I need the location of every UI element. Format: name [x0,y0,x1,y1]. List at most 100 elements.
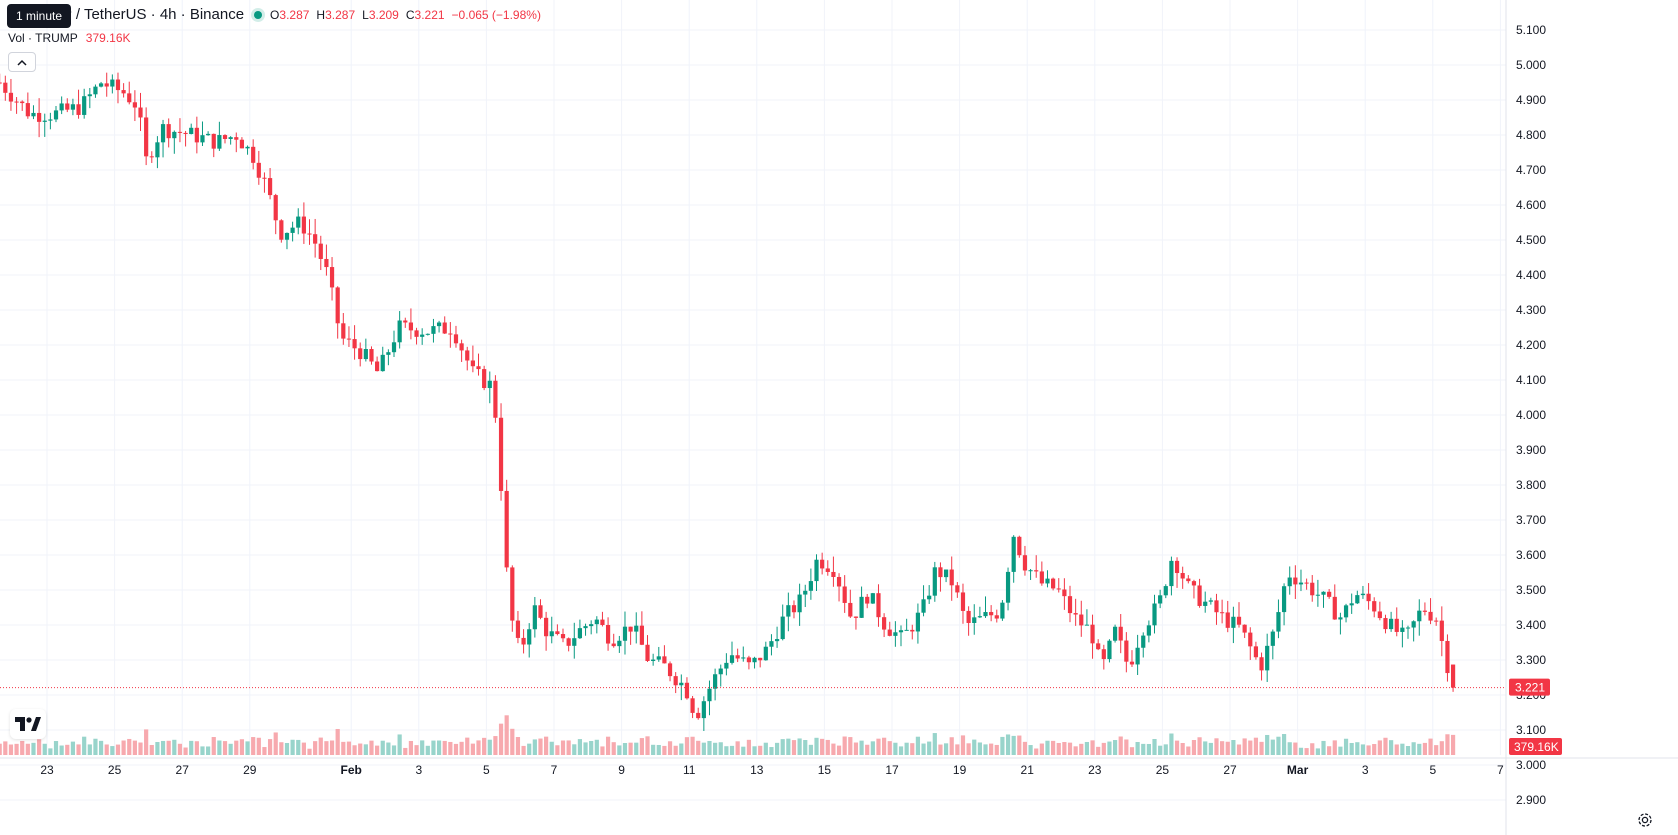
candle-body[interactable] [115,79,121,91]
candle-body[interactable] [262,177,267,179]
candle-body[interactable] [780,616,785,640]
candle-body[interactable] [341,323,346,339]
candle-body[interactable] [420,334,425,337]
candle-body[interactable] [774,639,780,642]
candle-body[interactable] [898,630,904,633]
candle-body[interactable] [1405,627,1411,629]
candle-body[interactable] [1281,586,1287,613]
candle-body[interactable] [1332,596,1337,620]
candle-body[interactable] [803,590,808,595]
candle-body[interactable] [155,142,160,158]
candle-body[interactable] [200,135,205,143]
candle-body[interactable] [955,585,960,593]
candle-body[interactable] [938,567,943,578]
candle-body[interactable] [31,112,36,117]
candle-body[interactable] [65,103,70,110]
candle-body[interactable] [160,124,166,143]
candle-body[interactable] [14,101,19,103]
candle-body[interactable] [724,662,729,669]
candle-body[interactable] [758,657,763,661]
candle-body[interactable] [577,628,583,639]
candle-body[interactable] [1253,646,1259,658]
candle-body[interactable] [324,258,329,268]
candle-body[interactable] [391,342,397,353]
candle-body[interactable] [363,349,368,360]
candle-body[interactable] [560,634,566,639]
candle-body[interactable] [544,617,549,637]
candle-body[interactable] [679,682,684,686]
candle-body[interactable] [1377,611,1382,619]
candle-body[interactable] [1158,595,1163,604]
candle-body[interactable] [549,631,554,637]
candle-body[interactable] [870,593,875,604]
candle-body[interactable] [651,659,656,661]
candle-body[interactable] [53,110,59,120]
candle-body[interactable] [820,559,825,569]
candle-body[interactable] [487,380,492,389]
candle-body[interactable] [177,131,183,133]
candle-body[interactable] [566,638,571,646]
candle-body[interactable] [1242,624,1247,633]
candle-body[interactable] [791,605,797,613]
candle-body[interactable] [493,380,498,418]
candle-body[interactable] [634,625,639,632]
candle-body[interactable] [144,117,149,157]
candle-body[interactable] [972,617,977,623]
candle-body[interactable] [983,612,988,617]
candle-body[interactable] [1141,635,1146,648]
candle-body[interactable] [639,625,644,645]
candle-body[interactable] [865,596,870,604]
candle-body[interactable] [104,83,109,87]
candle-body[interactable] [572,638,577,646]
candle-body[interactable] [718,668,723,675]
candle-body[interactable] [290,227,295,233]
candle-body[interactable] [1045,578,1050,584]
candle-body[interactable] [1084,624,1090,626]
candle-body[interactable] [1039,571,1044,584]
candle-body[interactable] [1129,661,1135,665]
candle-body[interactable] [369,349,374,362]
candle-body[interactable] [1220,612,1225,614]
candle-body[interactable] [87,94,92,97]
candle-body[interactable] [673,676,678,686]
candle-body[interactable] [307,233,312,235]
candle-body[interactable] [521,637,526,645]
candle-body[interactable] [645,644,650,661]
candle-body[interactable] [82,96,87,115]
candle-body[interactable] [504,490,509,568]
candle-body[interactable] [1180,573,1185,579]
candle-body[interactable] [138,107,143,118]
candle-body[interactable] [707,688,712,702]
candle-body[interactable] [59,103,64,111]
candle-body[interactable] [882,617,887,630]
candle-body[interactable] [532,605,537,630]
candle-body[interactable] [1372,601,1377,612]
candle-body[interactable] [93,86,98,95]
candle-body[interactable] [482,369,487,389]
candle-body[interactable] [1214,600,1219,613]
candle-body[interactable] [921,599,926,613]
candle-body[interactable] [1107,640,1112,660]
candle-body[interactable] [1135,647,1140,665]
candle-body[interactable] [1259,657,1264,671]
candle-body[interactable] [256,162,261,178]
candle-body[interactable] [98,83,104,87]
candle-body[interactable] [132,102,137,108]
candle-body[interactable] [37,112,42,122]
candle-body[interactable] [1248,632,1253,647]
candle-body[interactable] [70,104,76,110]
candle-body[interactable] [1163,586,1168,596]
candle-body[interactable] [611,643,616,647]
candle-body[interactable] [442,322,447,334]
candle-body[interactable] [20,101,25,104]
candle-body[interactable] [769,641,774,647]
candle-body[interactable] [1434,620,1439,622]
candle-body[interactable] [960,592,966,611]
candle-body[interactable] [436,322,442,327]
candle-body[interactable] [1146,625,1151,636]
candle-body[interactable] [1101,649,1106,660]
candle-body[interactable] [701,701,706,719]
candle-body[interactable] [431,326,436,334]
candle-body[interactable] [279,220,284,240]
candle-body[interactable] [510,567,515,621]
